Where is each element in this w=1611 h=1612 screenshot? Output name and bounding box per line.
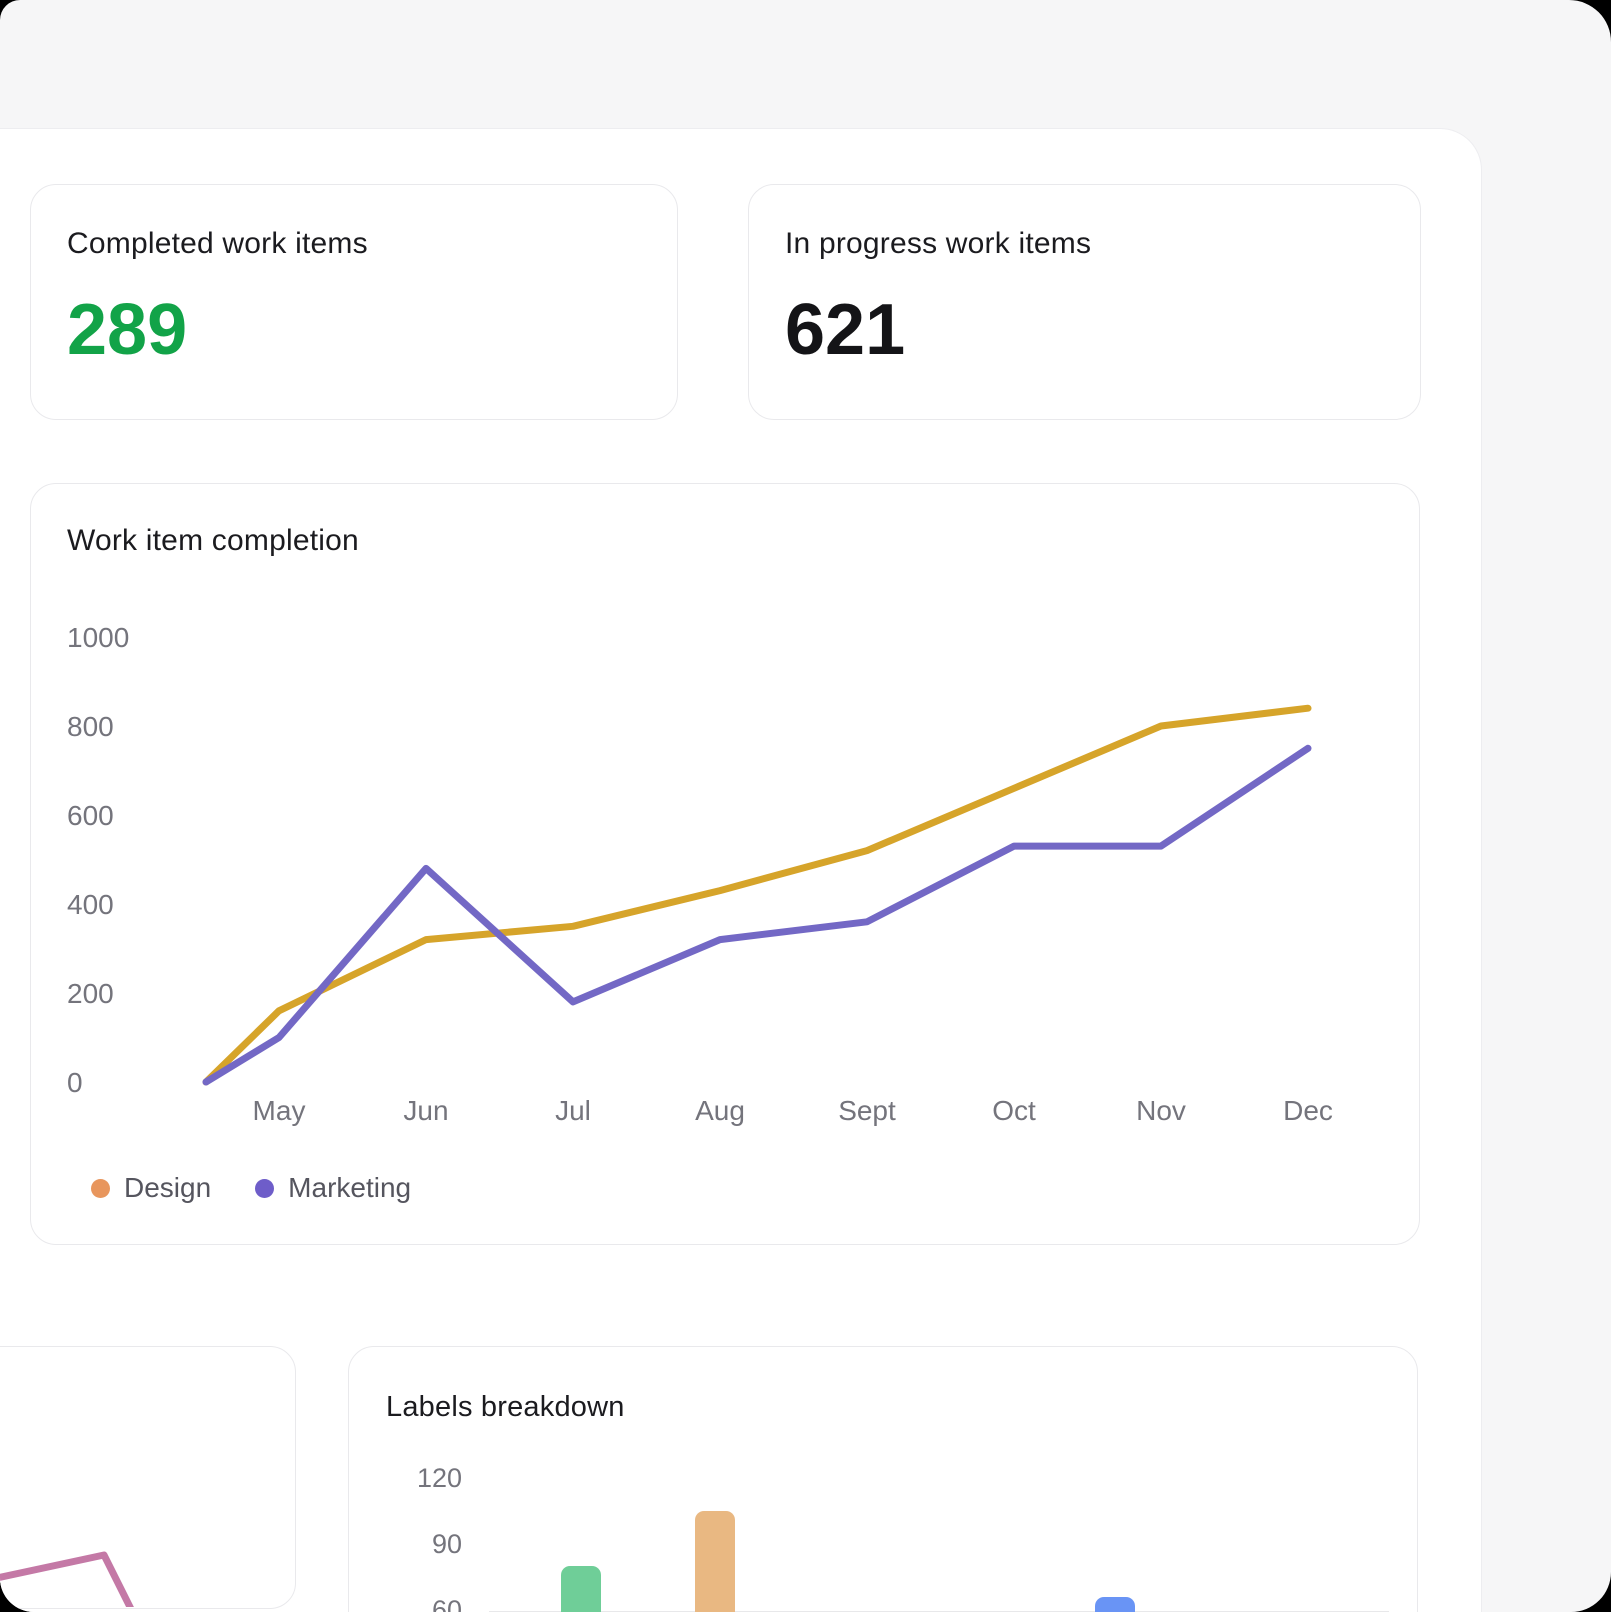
svg-text:800: 800 bbox=[67, 711, 114, 742]
marketing-legend-dot-icon bbox=[255, 1178, 275, 1198]
svg-text:Sept: Sept bbox=[838, 1095, 896, 1126]
svg-text:Dec: Dec bbox=[1283, 1095, 1333, 1126]
svg-text:0: 0 bbox=[67, 1067, 83, 1098]
legend-item-marketing[interactable]: Marketing bbox=[255, 1172, 411, 1204]
svg-text:200: 200 bbox=[67, 978, 114, 1009]
legend-item-design[interactable]: Design bbox=[91, 1172, 211, 1204]
svg-text:400: 400 bbox=[67, 889, 114, 920]
stat-label-completed: Completed work items bbox=[67, 227, 368, 260]
stat-value-completed: 289 bbox=[67, 290, 188, 370]
svg-text:Jun: Jun bbox=[403, 1095, 448, 1126]
stat-value-in-progress: 621 bbox=[785, 290, 906, 370]
labels-chart-title: Labels breakdown bbox=[386, 1391, 625, 1423]
svg-text:Jul: Jul bbox=[555, 1095, 591, 1126]
svg-text:1000: 1000 bbox=[67, 622, 129, 653]
svg-text:Aug: Aug bbox=[695, 1095, 745, 1126]
svg-text:600: 600 bbox=[67, 800, 114, 831]
legend-label-marketing: Marketing bbox=[288, 1172, 412, 1203]
svg-text:Oct: Oct bbox=[992, 1095, 1036, 1126]
svg-text:90: 90 bbox=[432, 1529, 462, 1559]
svg-text:60: 60 bbox=[432, 1595, 462, 1612]
partial-line-chart bbox=[0, 1551, 134, 1607]
legend-label-design: Design bbox=[124, 1172, 212, 1203]
stat-label-in-progress: In progress work items bbox=[785, 227, 1092, 260]
labels-bar-chart: 120 90 60 bbox=[417, 1463, 1389, 1612]
completion-line-chart: 1000 800 600 400 200 0 May Jun Jul Aug Sept Oct Nov D… bbox=[67, 622, 1333, 1126]
design-legend-dot-icon bbox=[91, 1178, 110, 1198]
svg-text:Nov: Nov bbox=[1136, 1095, 1186, 1126]
svg-text:120: 120 bbox=[417, 1463, 462, 1493]
work-item-completion-card: Work item completion 1000 800 600 400 200 0 Ma… bbox=[30, 483, 1420, 1245]
chart-legend: Design Marketing bbox=[91, 1172, 411, 1204]
stat-card-in-progress: In progress work items 621 bbox=[748, 184, 1421, 420]
stat-card-completed: Completed work items 289 bbox=[30, 184, 678, 420]
chart-title: Work item completion bbox=[67, 524, 359, 557]
svg-text:May: May bbox=[253, 1095, 306, 1126]
content-panel: Completed work items 289 In progress wor… bbox=[0, 128, 1482, 1612]
partial-chart-card bbox=[0, 1346, 296, 1609]
labels-breakdown-card: Labels breakdown 120 90 60 bbox=[348, 1346, 1418, 1612]
